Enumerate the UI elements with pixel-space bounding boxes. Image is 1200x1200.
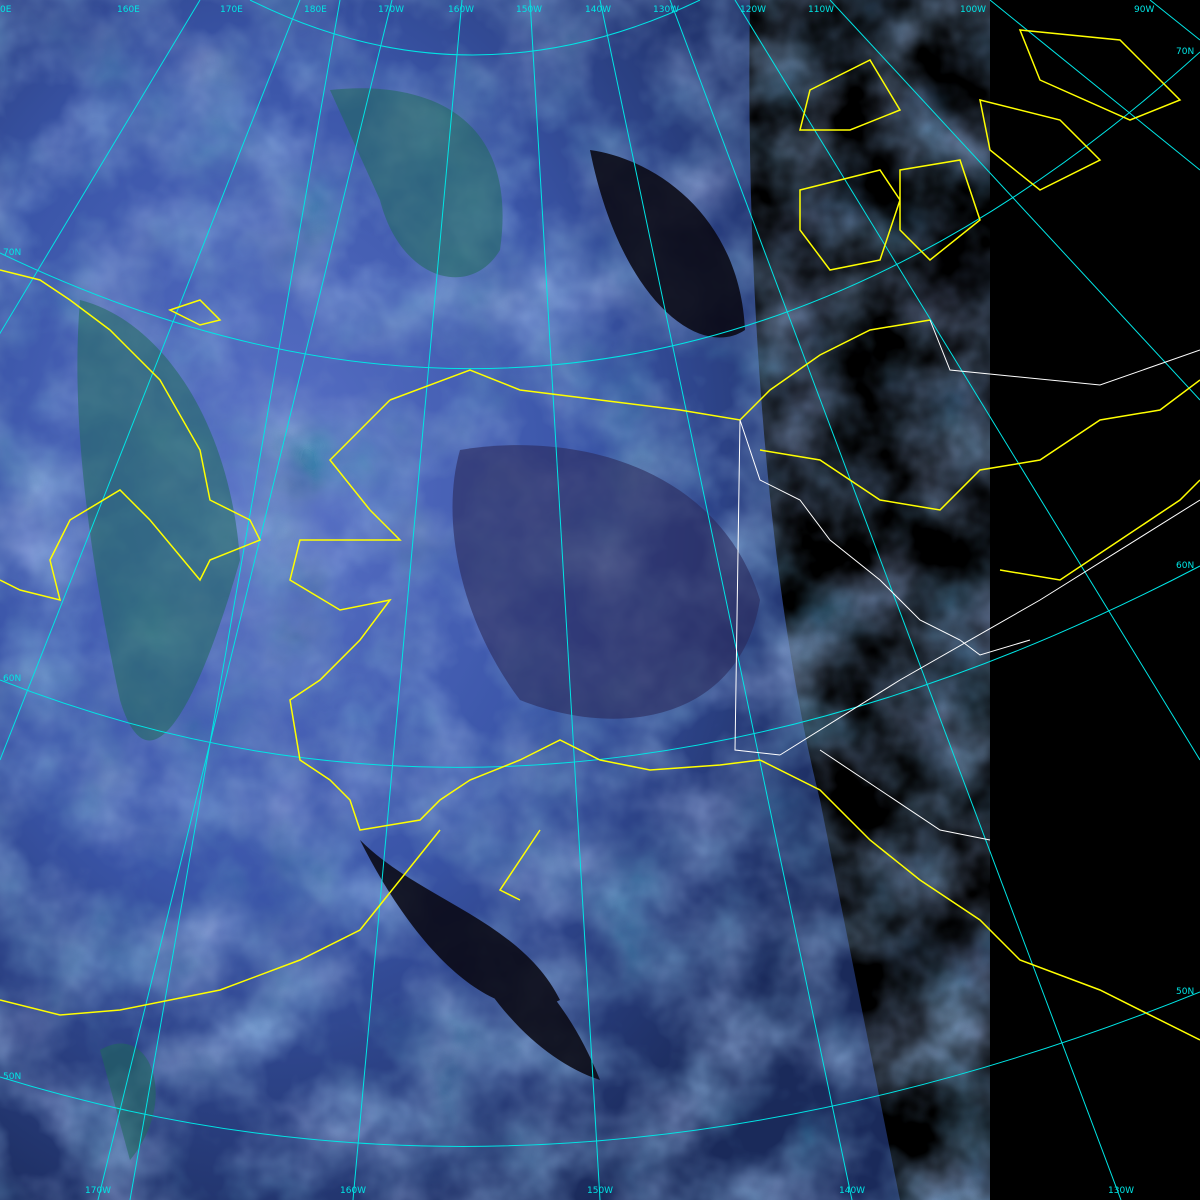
lon-label-top: 100W xyxy=(960,5,987,15)
lon-label-top: 180E xyxy=(304,5,327,15)
lon-label-top: 170W xyxy=(378,5,405,15)
alaska-coast xyxy=(0,319,1200,1041)
meridian-100w xyxy=(989,0,1200,171)
bc-yukon-border xyxy=(779,499,1200,756)
panhandle-border xyxy=(819,749,991,841)
lon-label-top: 160E xyxy=(117,5,140,15)
chukotka-coast xyxy=(0,269,262,602)
meridian-170e xyxy=(0,0,301,761)
lon-label-top: 130W xyxy=(653,5,680,15)
interior-dark xyxy=(452,445,760,719)
parallel-60n xyxy=(0,565,1200,768)
lat-label-right: 60N xyxy=(1176,561,1195,571)
lat-label-left: 70N xyxy=(3,248,22,258)
territory-border xyxy=(929,319,1200,386)
parallel-50n xyxy=(0,991,1200,1147)
lat-label-right: 70N xyxy=(1176,47,1195,57)
coastlines xyxy=(0,29,1200,1041)
lon-label-top: 150W xyxy=(516,5,543,15)
meridian-110w xyxy=(829,0,1200,401)
lon-label-bottom: 130W xyxy=(1108,1186,1135,1196)
political-borders xyxy=(734,319,1200,841)
parallel-80n xyxy=(249,0,701,56)
meridian-130w xyxy=(669,0,1122,1200)
lon-label-top: 170E xyxy=(220,5,243,15)
lon-label-top: 140W xyxy=(585,5,612,15)
dark-ocean xyxy=(360,150,745,1080)
lat-label-left: 50N xyxy=(3,1072,22,1082)
mainland-canada-coast xyxy=(759,379,1200,581)
parallel-70n xyxy=(0,51,1200,370)
lon-label-bottom: 160W xyxy=(340,1186,367,1196)
lon-label-bottom: 170W xyxy=(85,1186,112,1196)
meridian-170w xyxy=(97,0,393,1200)
arctic-islands xyxy=(799,29,1182,271)
lon-label-top: 0E xyxy=(0,5,12,15)
lat-label-left: 60N xyxy=(3,674,22,684)
lon-label-bottom: 150W xyxy=(587,1186,614,1196)
lon-label-top: 160W xyxy=(448,5,475,15)
lon-label-top: 90W xyxy=(1134,5,1155,15)
alaska-canada-border xyxy=(734,419,1031,756)
land-green xyxy=(77,88,503,1161)
meridian-160w xyxy=(352,0,463,1200)
meridian-160e xyxy=(0,0,201,335)
meridian-140w xyxy=(599,0,853,1200)
lon-label-bottom: 140W xyxy=(839,1186,866,1196)
meridian-150w xyxy=(529,0,601,1200)
st-lawrence-island xyxy=(168,299,222,326)
lon-label-top: 110W xyxy=(808,5,835,15)
meridian-120w xyxy=(734,0,1200,761)
lon-label-top: 120W xyxy=(740,5,767,15)
meridian-180 xyxy=(129,0,341,1200)
lat-label-right: 50N xyxy=(1176,987,1195,997)
meridian-90w xyxy=(1149,0,1200,41)
